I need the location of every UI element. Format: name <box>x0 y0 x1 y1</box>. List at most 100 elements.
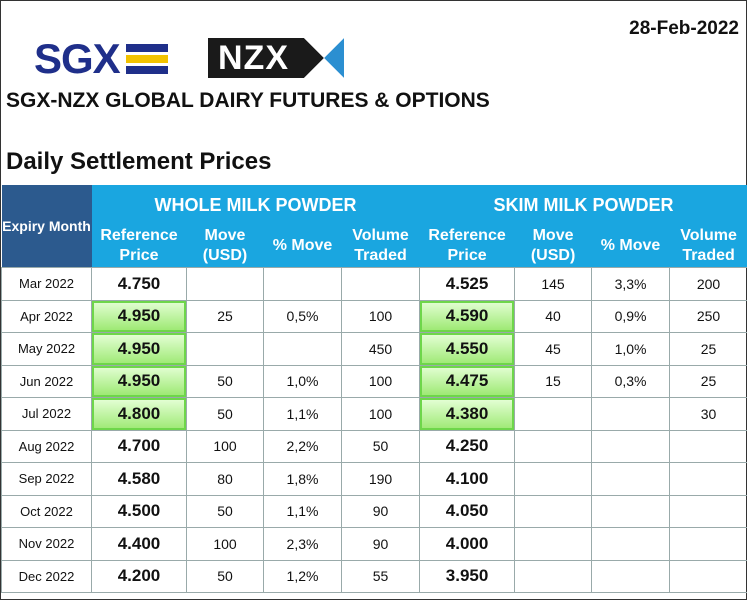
cell-wmp-move: 100 <box>186 429 264 463</box>
cell-wmp-vol: 55 <box>340 559 421 593</box>
cell-smp-ref: 4.000 <box>419 527 516 561</box>
cell-smp-vol: 200 <box>669 267 747 301</box>
cell-wmp-pct <box>263 267 342 301</box>
table-row: Oct 2022 4.500 50 1,1% 90 4.050 <box>1 494 747 528</box>
cell-wmp-vol <box>340 267 421 301</box>
cell-month: Mar 2022 <box>1 267 92 301</box>
cell-wmp-vol: 90 <box>340 494 421 528</box>
cell-smp-vol <box>669 494 747 528</box>
table-row: Aug 2022 4.700 100 2,2% 50 4.250 <box>1 429 747 463</box>
cell-smp-pct <box>591 429 671 463</box>
cell-smp-ref: 4.380 <box>419 397 516 431</box>
cell-smp-move <box>514 559 593 593</box>
cell-smp-pct: 0,9% <box>591 299 671 333</box>
cell-smp-pct <box>591 397 671 431</box>
cell-month: May 2022 <box>1 332 92 366</box>
cell-smp-ref: 4.100 <box>419 462 516 496</box>
cell-wmp-move: 80 <box>186 462 264 496</box>
cell-smp-ref: 4.475 <box>419 364 516 398</box>
table-body: Mar 2022 4.750 4.525 145 3,3% 200 Apr 2022 4.95… <box>1 267 747 593</box>
cell-wmp-pct: 1,2% <box>263 559 342 593</box>
cell-smp-pct <box>591 494 671 528</box>
cell-smp-pct: 3,3% <box>591 267 671 301</box>
cell-month: Jun 2022 <box>1 364 92 398</box>
table-row: Jul 2022 4.800 50 1,1% 100 4.380 30 <box>1 397 747 431</box>
table-row: Nov 2022 4.400 100 2,3% 90 4.000 <box>1 527 747 561</box>
table-row: Sep 2022 4.580 80 1,8% 190 4.100 <box>1 462 747 496</box>
table-row: Dec 2022 4.200 50 1,2% 55 3.950 <box>1 559 747 593</box>
cell-smp-vol: 250 <box>669 299 747 333</box>
nzx-x-mark-icon <box>304 38 344 78</box>
cell-wmp-pct: 0,5% <box>263 299 342 333</box>
cell-month: Sep 2022 <box>1 462 92 496</box>
cell-wmp-ref: 4.750 <box>91 267 187 301</box>
cell-smp-pct <box>591 559 671 593</box>
cell-smp-move <box>514 397 593 431</box>
cell-wmp-pct: 1,8% <box>263 462 342 496</box>
col-header: Reference Price <box>91 225 187 268</box>
cell-wmp-vol: 450 <box>340 332 421 366</box>
report-date: 28-Feb-2022 <box>629 18 739 39</box>
cell-smp-pct <box>591 527 671 561</box>
col-header: Volume Traded <box>669 225 747 268</box>
cell-wmp-vol: 50 <box>340 429 421 463</box>
cell-wmp-move: 50 <box>186 559 264 593</box>
cell-smp-vol <box>669 527 747 561</box>
cell-wmp-move: 25 <box>186 299 264 333</box>
cell-wmp-pct <box>263 332 342 366</box>
col-header: Volume Traded <box>341 225 420 268</box>
sgx-logo-bars <box>125 44 168 74</box>
cell-wmp-ref: 4.700 <box>91 429 187 463</box>
cell-wmp-vol: 100 <box>340 299 421 333</box>
cell-smp-pct: 0,3% <box>591 364 671 398</box>
cell-wmp-pct: 2,3% <box>263 527 342 561</box>
col-header: Move (USD) <box>186 225 264 268</box>
cell-smp-pct <box>591 462 671 496</box>
col-header: Reference Price <box>419 225 515 268</box>
cell-wmp-pct: 1,1% <box>263 397 342 431</box>
cell-wmp-move: 50 <box>186 364 264 398</box>
smp-group-header: SKIM MILK POWDER <box>419 185 747 225</box>
cell-smp-vol <box>669 559 747 593</box>
cell-smp-vol: 25 <box>669 364 747 398</box>
cell-wmp-pct: 2,2% <box>263 429 342 463</box>
cell-smp-move <box>514 429 593 463</box>
cell-wmp-move <box>186 267 264 301</box>
cell-wmp-ref: 4.400 <box>91 527 187 561</box>
sgx-logo: SGX <box>34 38 168 80</box>
cell-wmp-ref: 4.950 <box>91 332 187 366</box>
cell-wmp-ref: 4.580 <box>91 462 187 496</box>
cell-wmp-ref: 4.200 <box>91 559 187 593</box>
cell-wmp-ref: 4.500 <box>91 494 187 528</box>
sgx-logo-text: SGX <box>34 35 121 82</box>
cell-month: Dec 2022 <box>1 559 92 593</box>
cell-smp-ref: 4.550 <box>419 332 516 366</box>
cell-wmp-vol: 100 <box>340 397 421 431</box>
wmp-group-header: WHOLE MILK POWDER <box>91 185 420 225</box>
cell-month: Apr 2022 <box>1 299 92 333</box>
cell-wmp-move: 100 <box>186 527 264 561</box>
cell-smp-vol: 30 <box>669 397 747 431</box>
cell-smp-move <box>514 494 593 528</box>
table-row: May 2022 4.950 450 4.550 45 1,0% 25 <box>1 332 747 366</box>
nzx-logo: NZX <box>208 38 344 78</box>
nzx-logo-text: NZX <box>218 38 289 77</box>
cell-smp-move: 15 <box>514 364 593 398</box>
cell-wmp-vol: 190 <box>340 462 421 496</box>
cell-wmp-pct: 1,0% <box>263 364 342 398</box>
col-header: % Move <box>591 225 670 268</box>
cell-smp-move: 45 <box>514 332 593 366</box>
cell-month: Jul 2022 <box>1 397 92 431</box>
cell-wmp-move: 50 <box>186 494 264 528</box>
cell-wmp-ref: 4.800 <box>91 397 187 431</box>
cell-wmp-ref: 4.950 <box>91 299 187 333</box>
cell-wmp-move <box>186 332 264 366</box>
cell-wmp-ref: 4.950 <box>91 364 187 398</box>
cell-month: Nov 2022 <box>1 527 92 561</box>
expiry-month-header: Expiry Month <box>1 185 92 268</box>
page-title: SGX-NZX GLOBAL DAIRY FUTURES & OPTIONS <box>6 89 490 112</box>
cell-smp-ref: 3.950 <box>419 559 516 593</box>
cell-smp-ref: 4.250 <box>419 429 516 463</box>
table-row: Apr 2022 4.950 25 0,5% 100 4.590 40 0,9% 250 <box>1 299 747 333</box>
col-header: % Move <box>263 225 342 268</box>
